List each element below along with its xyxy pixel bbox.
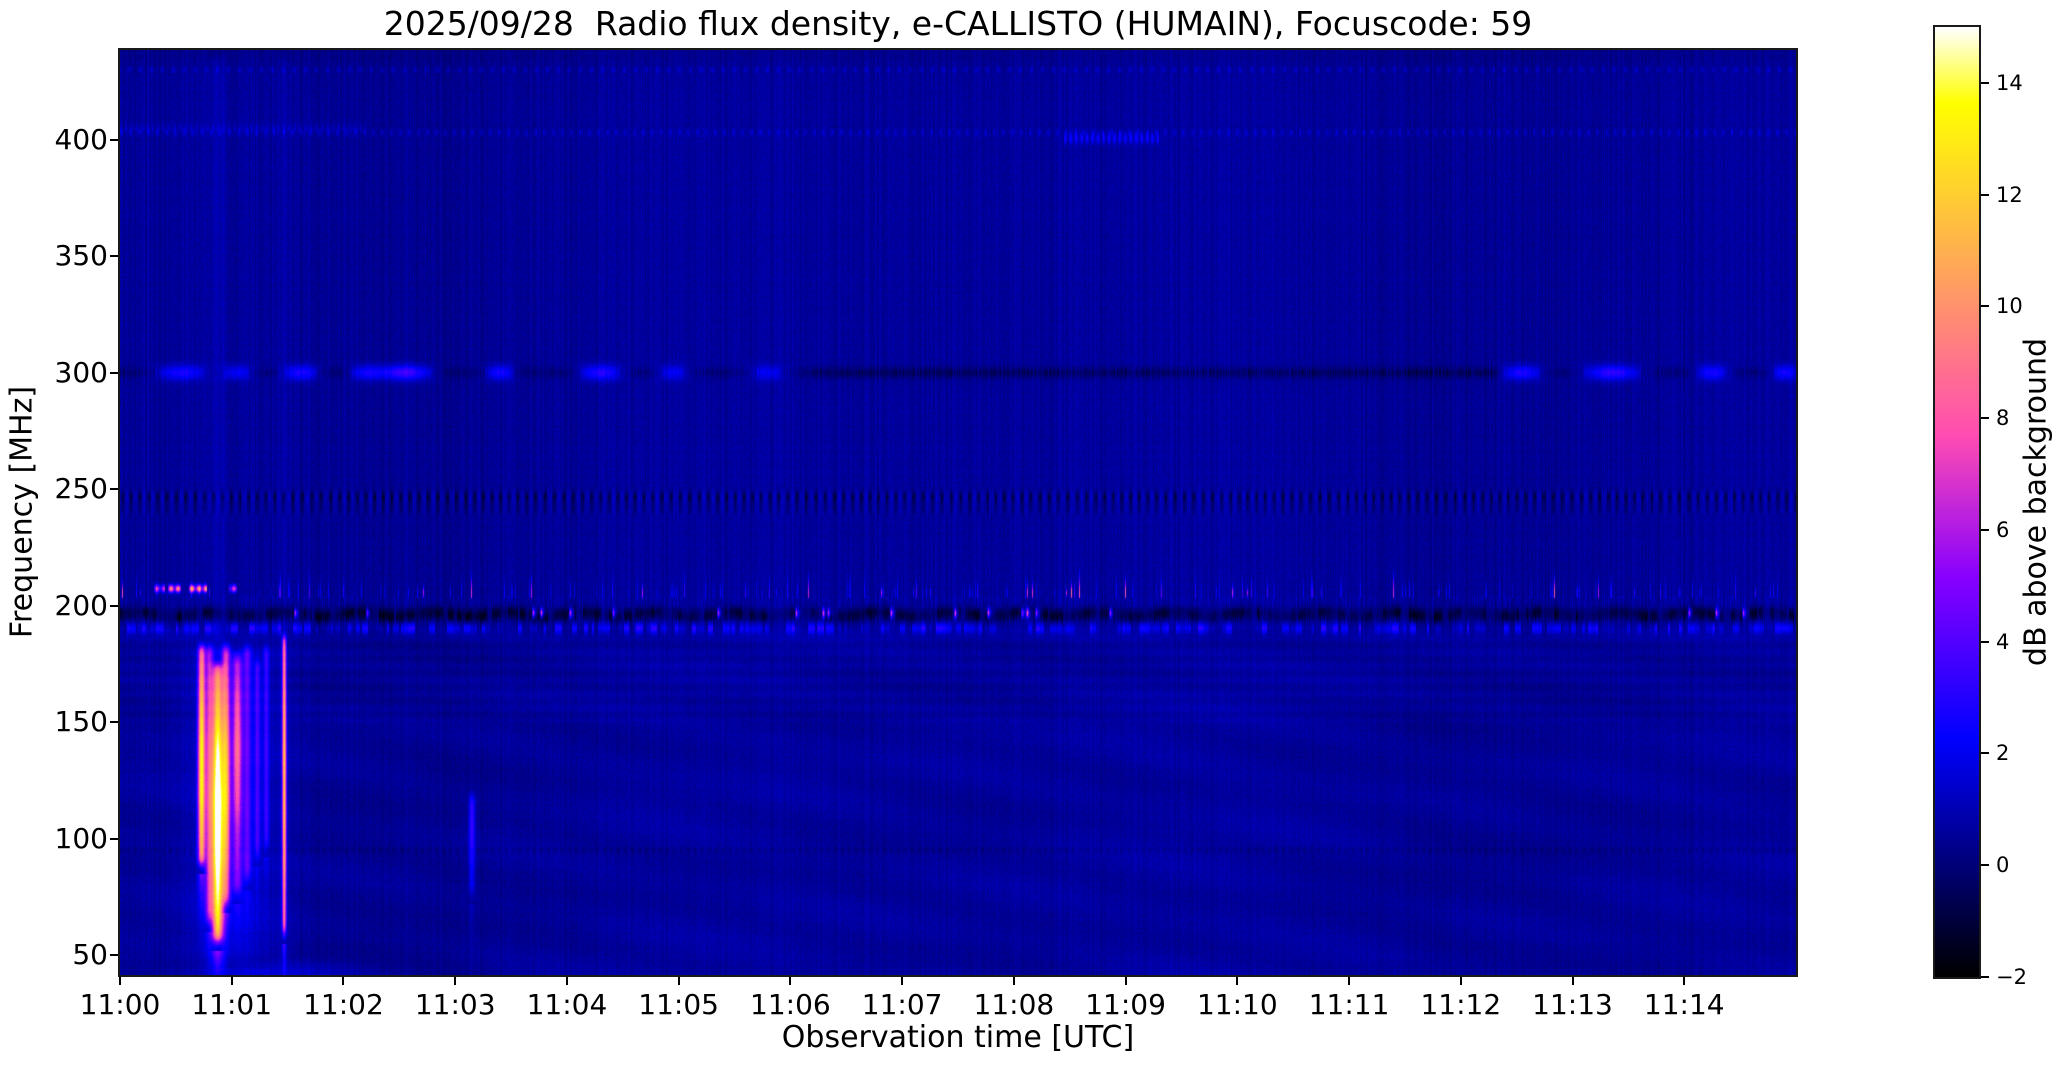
y-tick-mark — [110, 255, 118, 258]
x-axis-label: Observation time [UTC] — [781, 1020, 1135, 1055]
colorbar-tick-label: 8 — [1996, 406, 2010, 431]
colorbar-tick-mark — [1981, 417, 1989, 420]
x-tick-label: 11:05 — [638, 988, 720, 1021]
x-tick-mark — [1459, 977, 1462, 985]
colorbar-tick-label: 12 — [1996, 182, 2023, 207]
colorbar-tick-mark — [1981, 305, 1989, 308]
colorbar-tick-mark — [1981, 864, 1989, 867]
y-tick-label: 100 — [54, 821, 108, 855]
colorbar — [1933, 25, 1981, 979]
y-tick-mark — [110, 954, 118, 957]
colorbar-tick-mark — [1981, 976, 1989, 978]
colorbar-label: dB above background — [2018, 337, 2054, 667]
colorbar-tick-label: 2 — [1996, 741, 2010, 766]
x-tick-mark — [789, 977, 792, 985]
colorbar-tick-mark — [1981, 752, 1989, 755]
x-tick-mark — [1683, 977, 1686, 985]
x-tick-label: 11:02 — [303, 988, 384, 1021]
x-tick-label: 11:06 — [750, 988, 831, 1021]
y-tick-label: 200 — [54, 588, 108, 622]
x-tick-mark — [342, 977, 345, 985]
y-tick-label: 350 — [54, 239, 108, 273]
colorbar-tick-label: 6 — [1996, 517, 2010, 542]
x-tick-mark — [1348, 977, 1351, 985]
x-tick-mark — [677, 977, 680, 985]
y-tick-mark — [110, 721, 118, 724]
x-tick-mark — [1012, 977, 1015, 985]
colorbar-tick-mark — [1981, 528, 1989, 531]
colorbar-tick-label: 4 — [1996, 629, 2010, 654]
y-tick-label: 400 — [54, 122, 108, 156]
x-tick-label: 11:13 — [1532, 988, 1613, 1021]
x-tick-mark — [230, 977, 233, 985]
x-tick-label: 11:14 — [1643, 988, 1725, 1021]
chart-title: 2025/09/28 Radio flux density, e-CALLIST… — [383, 4, 1533, 43]
x-tick-mark — [119, 977, 121, 985]
x-tick-mark — [454, 977, 457, 985]
y-tick-mark — [110, 837, 118, 840]
colorbar-tick-mark — [1981, 640, 1989, 643]
x-tick-label: 11:12 — [1420, 988, 1502, 1021]
y-tick-mark — [110, 604, 118, 607]
y-tick-label: 250 — [54, 472, 108, 506]
x-tick-mark — [1571, 977, 1574, 985]
x-tick-mark — [565, 977, 568, 985]
x-tick-label: 11:04 — [526, 988, 608, 1021]
x-tick-mark — [901, 977, 904, 985]
x-tick-label: 11:11 — [1308, 988, 1390, 1021]
y-tick-label: 150 — [54, 705, 108, 739]
y-tick-label: 50 — [72, 938, 108, 972]
x-tick-mark — [1236, 977, 1239, 985]
colorbar-tick-label: 0 — [1996, 853, 2010, 878]
spectrogram-canvas — [120, 50, 1796, 975]
colorbar-canvas — [1935, 27, 1979, 977]
colorbar-tick-mark — [1981, 81, 1989, 84]
colorbar-tick-label: −2 — [1996, 965, 2027, 989]
x-tick-label: 11:03 — [414, 988, 496, 1021]
x-tick-label: 11:07 — [861, 988, 943, 1021]
x-tick-label: 11:00 — [79, 988, 161, 1021]
x-tick-label: 11:01 — [191, 988, 273, 1021]
colorbar-tick-label: 10 — [1996, 294, 2023, 319]
y-tick-label: 300 — [54, 355, 108, 389]
colorbar-tick-label: 14 — [1996, 70, 2023, 95]
x-tick-label: 11:10 — [1196, 988, 1278, 1021]
y-tick-mark — [110, 138, 118, 141]
x-tick-mark — [1124, 977, 1127, 985]
x-tick-label: 11:09 — [1085, 988, 1166, 1021]
spectrogram-plot-area — [118, 48, 1798, 977]
y-tick-mark — [110, 371, 118, 374]
colorbar-tick-mark — [1981, 193, 1989, 196]
y-tick-mark — [110, 488, 118, 491]
x-tick-label: 11:08 — [973, 988, 1055, 1021]
